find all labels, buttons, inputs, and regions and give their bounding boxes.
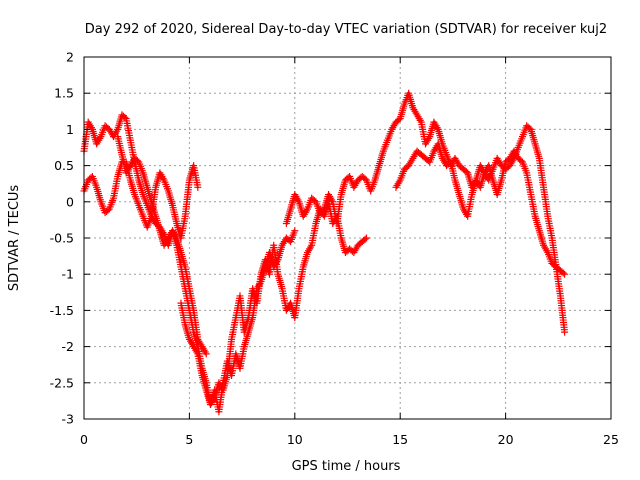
y-tick-label: -1.5 <box>50 303 74 318</box>
x-tick-label: 20 <box>498 432 514 447</box>
y-tick-label: -2 <box>62 339 74 354</box>
y-tick-label: -3 <box>62 412 74 427</box>
data-point <box>202 350 210 358</box>
data-points <box>80 89 569 416</box>
y-tick-label: -0.5 <box>50 231 74 246</box>
chart-title: Day 292 of 2020, Sidereal Day-to-day VTE… <box>85 22 607 37</box>
x-axis-label: GPS time / hours <box>292 459 401 474</box>
y-axis-label: SDTVAR / TECUs <box>7 185 22 292</box>
y-tick-label: 1 <box>66 122 74 137</box>
data-point-trace <box>559 269 567 277</box>
y-tick-label: -1 <box>62 267 74 282</box>
x-tick-label: 15 <box>392 432 408 447</box>
x-tick-label: 25 <box>603 432 619 447</box>
data-point <box>561 270 569 278</box>
data-point <box>362 234 370 242</box>
y-axis: 2 1.5 1 0.5 0 -0.5 -1 -1.5 -2 -2.5 -3 <box>50 50 611 427</box>
data-point <box>291 227 299 235</box>
y-tick-label: 2 <box>66 50 74 65</box>
x-axis: 0 5 10 15 20 25 <box>80 57 619 447</box>
x-tick-label: 5 <box>185 432 193 447</box>
y-tick-label: 1.5 <box>54 86 74 101</box>
data-point-trace <box>361 235 369 243</box>
data-point <box>561 328 569 336</box>
y-tick-label: -2.5 <box>50 375 74 390</box>
x-tick-label: 0 <box>80 432 88 447</box>
data-point <box>194 183 202 191</box>
y-tick-label: 0.5 <box>54 158 74 173</box>
y-tick-label: 0 <box>66 194 74 209</box>
x-tick-label: 10 <box>287 432 303 447</box>
data-point-trace <box>121 113 129 121</box>
